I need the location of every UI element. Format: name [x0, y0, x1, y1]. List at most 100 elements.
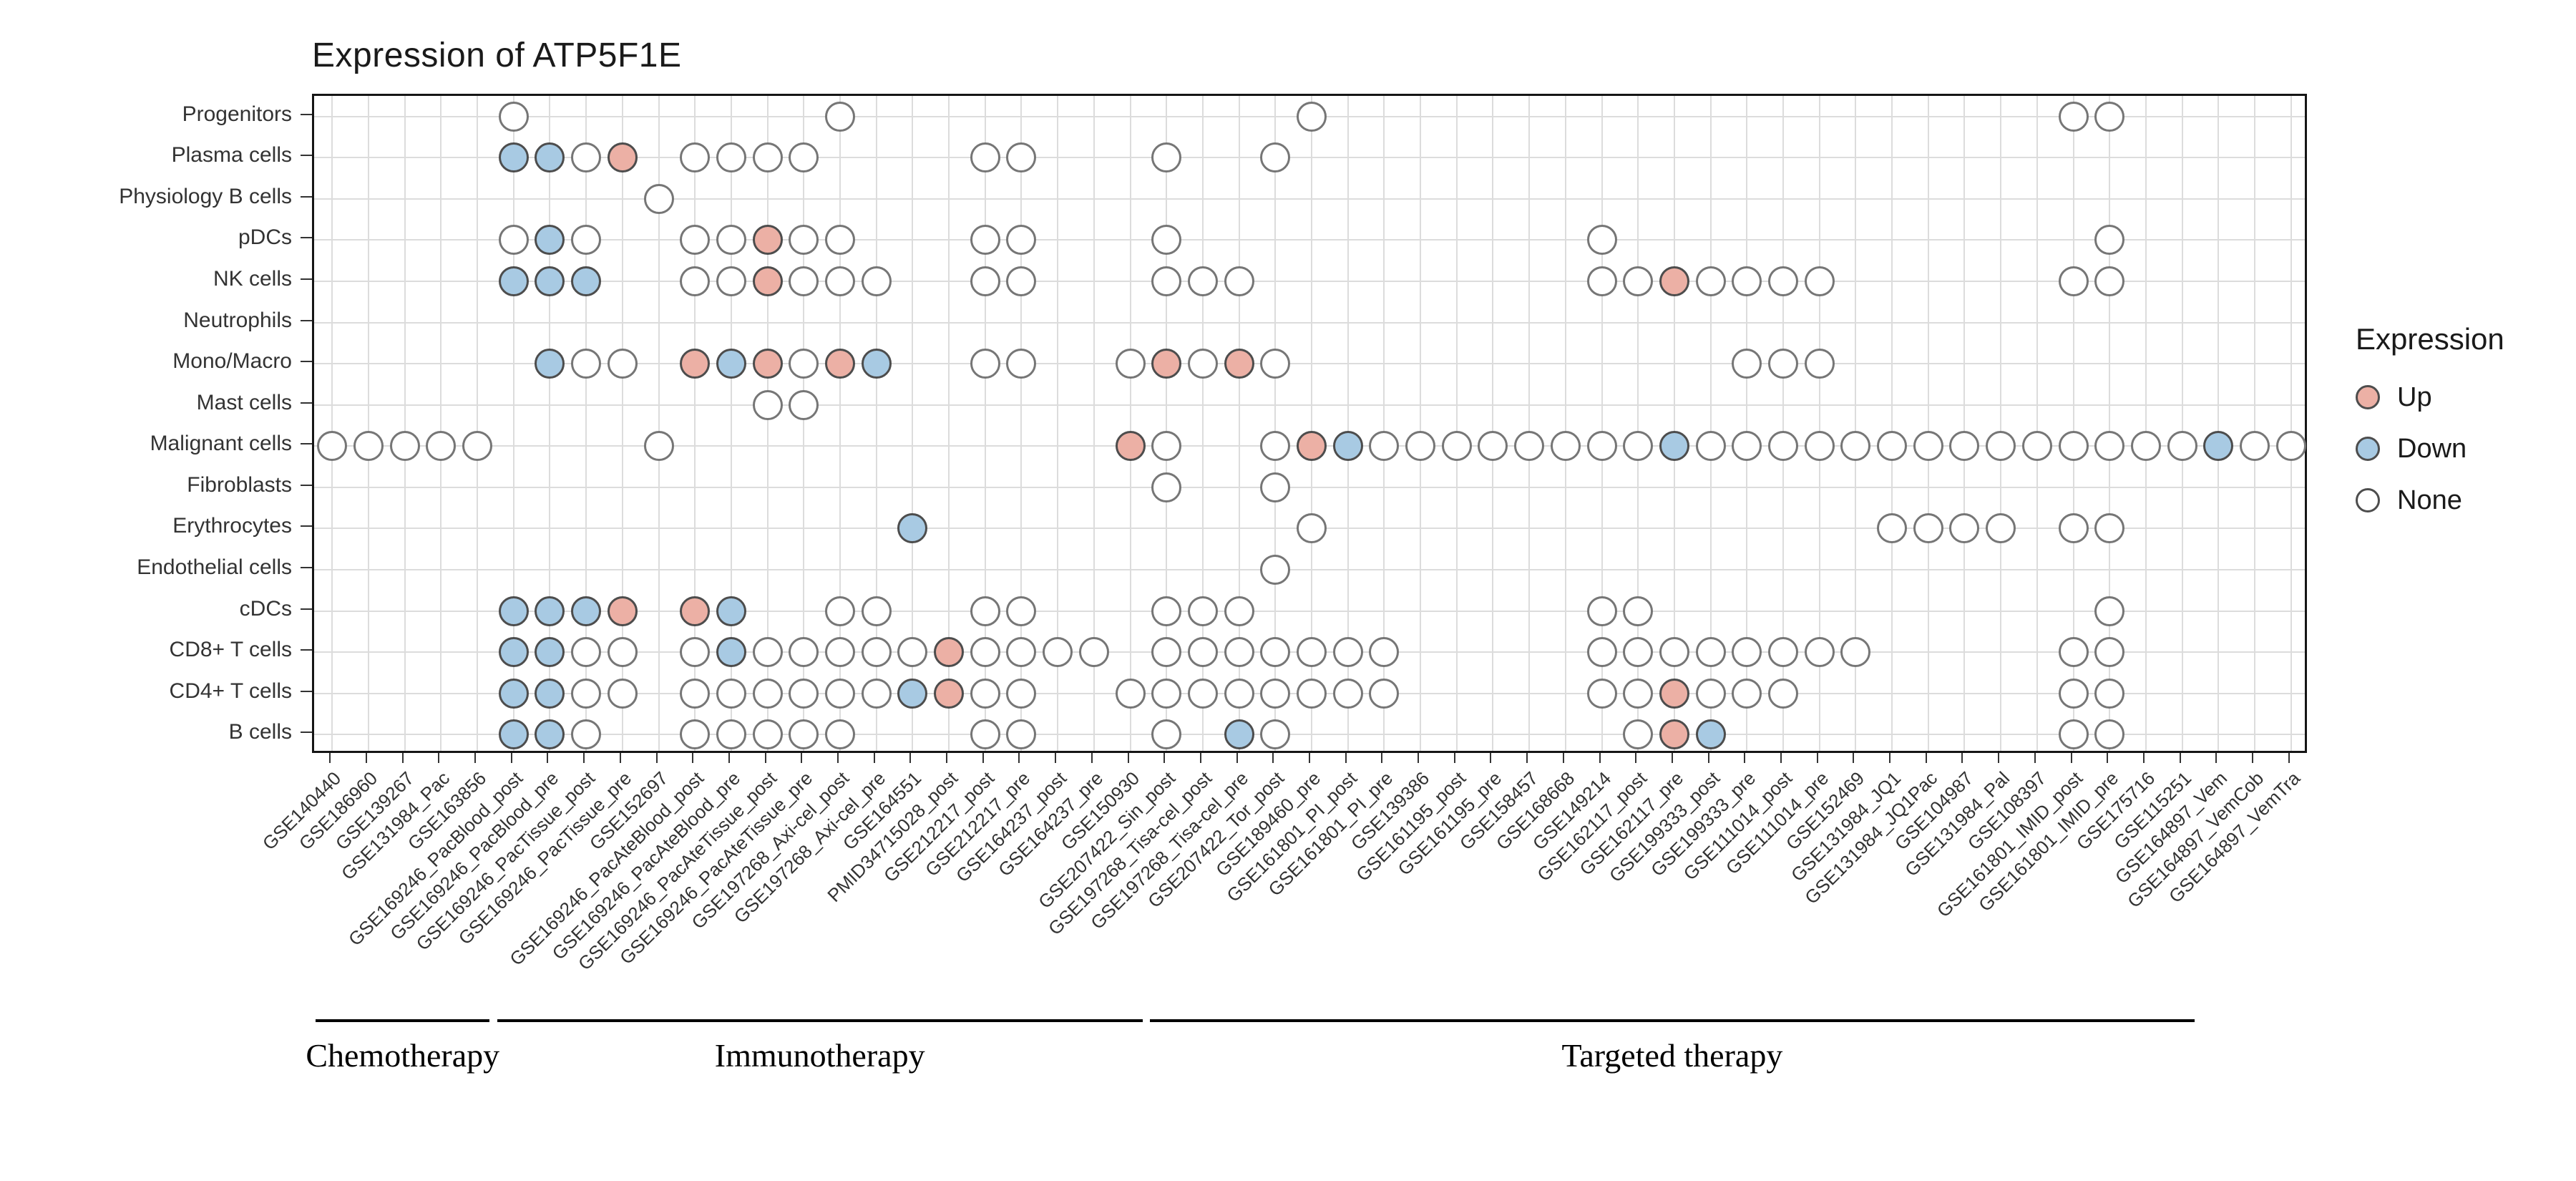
expression-dot — [680, 719, 711, 750]
expression-dot — [535, 142, 565, 173]
expression-dot — [1732, 431, 1762, 462]
expression-dot — [1659, 678, 1689, 709]
expression-dot — [535, 266, 565, 297]
axis-tick-bottom — [1309, 753, 1310, 763]
expression-dot — [2167, 431, 2197, 462]
expression-dot — [1767, 637, 1798, 668]
axis-tick-bottom — [1707, 753, 1709, 763]
expression-dot — [1986, 431, 2016, 462]
axis-tick-bottom — [547, 753, 549, 763]
expression-dot — [1224, 719, 1254, 750]
expression-dot — [1949, 431, 1980, 462]
expression-dot — [897, 678, 928, 709]
expression-dot — [389, 431, 420, 462]
expression-dot — [1297, 101, 1327, 132]
row-label: Fibroblasts — [187, 472, 292, 497]
expression-dot — [1260, 431, 1291, 462]
expression-dot — [1623, 678, 1654, 709]
expression-dot — [1224, 266, 1254, 297]
axis-tick-bottom — [1853, 753, 1855, 763]
expression-dot — [1151, 678, 1182, 709]
expression-dot — [1767, 349, 1798, 379]
expression-dot — [1877, 431, 1908, 462]
expression-dot — [1369, 431, 1400, 462]
expression-dot — [1151, 431, 1182, 462]
grid-line-vertical — [1420, 96, 1422, 751]
grid-line-vertical — [2181, 96, 2183, 751]
expression-dot — [1151, 225, 1182, 256]
expression-dot — [861, 637, 892, 668]
grid-line-vertical — [839, 96, 841, 751]
expression-dot — [498, 101, 529, 132]
expression-dot — [1115, 349, 1146, 379]
expression-dot — [2094, 431, 2125, 462]
axis-tick-left — [301, 732, 312, 734]
grid-line-vertical — [1020, 96, 1023, 751]
expression-dot — [1913, 513, 1943, 544]
grid-line-vertical — [585, 96, 587, 751]
expression-dot — [680, 349, 711, 379]
grid-line-vertical — [730, 96, 732, 751]
legend-item-up: Up — [2356, 381, 2504, 414]
axis-tick-bottom — [2215, 753, 2218, 763]
expression-dot — [1006, 266, 1037, 297]
expression-dot — [535, 225, 565, 256]
expression-dot — [680, 266, 711, 297]
expression-dot — [1187, 349, 1218, 379]
expression-dot — [825, 266, 856, 297]
expression-dot — [2094, 266, 2125, 297]
expression-dot — [1695, 266, 1726, 297]
row-label: Neutrophils — [183, 308, 292, 332]
expression-dot — [1695, 637, 1726, 668]
grid-line-horizontal — [314, 321, 2305, 324]
expression-dot — [825, 101, 856, 132]
expression-dot — [1115, 678, 1146, 709]
grid-line-vertical — [766, 96, 769, 751]
expression-dot — [825, 719, 856, 750]
expression-dot — [1659, 266, 1689, 297]
grid-line-vertical — [368, 96, 370, 751]
expression-dot — [1732, 678, 1762, 709]
grid-line-vertical — [1166, 96, 1168, 751]
expression-dot — [1006, 225, 1037, 256]
grid-line-vertical — [1311, 96, 1312, 751]
expression-dot — [1043, 637, 1073, 668]
expression-dot — [970, 349, 1000, 379]
expression-dot — [535, 678, 565, 709]
axis-tick-left — [301, 649, 312, 651]
expression-dot — [1260, 349, 1291, 379]
expression-dot — [1877, 513, 1908, 544]
expression-dot — [752, 266, 783, 297]
expression-dot — [1260, 142, 1291, 173]
expression-dot — [789, 349, 819, 379]
axis-tick-bottom — [1889, 753, 1891, 763]
up-dot-icon — [2356, 385, 2380, 409]
expression-dot — [1732, 349, 1762, 379]
expression-dot — [1767, 431, 1798, 462]
grid-line-vertical — [2000, 96, 2002, 751]
grid-line-vertical — [1709, 96, 1712, 751]
legend-item-label: Up — [2397, 381, 2432, 412]
expression-dot — [1260, 637, 1291, 668]
axis-tick-bottom — [1199, 753, 1201, 763]
expression-dot — [2021, 431, 2052, 462]
axis-tick-bottom — [1055, 753, 1057, 763]
grid-line-vertical — [948, 96, 950, 751]
expression-dot — [897, 637, 928, 668]
expression-dot — [535, 349, 565, 379]
axis-tick-bottom — [619, 753, 621, 763]
axis-tick-bottom — [764, 753, 766, 763]
expression-dot — [1332, 678, 1363, 709]
axis-tick-bottom — [1418, 753, 1420, 763]
grid-line-vertical — [1201, 96, 1204, 751]
expression-dot — [1006, 637, 1037, 668]
expression-dot — [1695, 431, 1726, 462]
expression-dot — [1804, 349, 1835, 379]
axis-tick-bottom — [1562, 753, 1564, 763]
expression-dot — [1332, 637, 1363, 668]
row-label: CD4+ T cells — [169, 679, 292, 703]
expression-dot — [716, 719, 746, 750]
grid-line-vertical — [404, 96, 406, 751]
grid-line-horizontal — [314, 239, 2305, 241]
